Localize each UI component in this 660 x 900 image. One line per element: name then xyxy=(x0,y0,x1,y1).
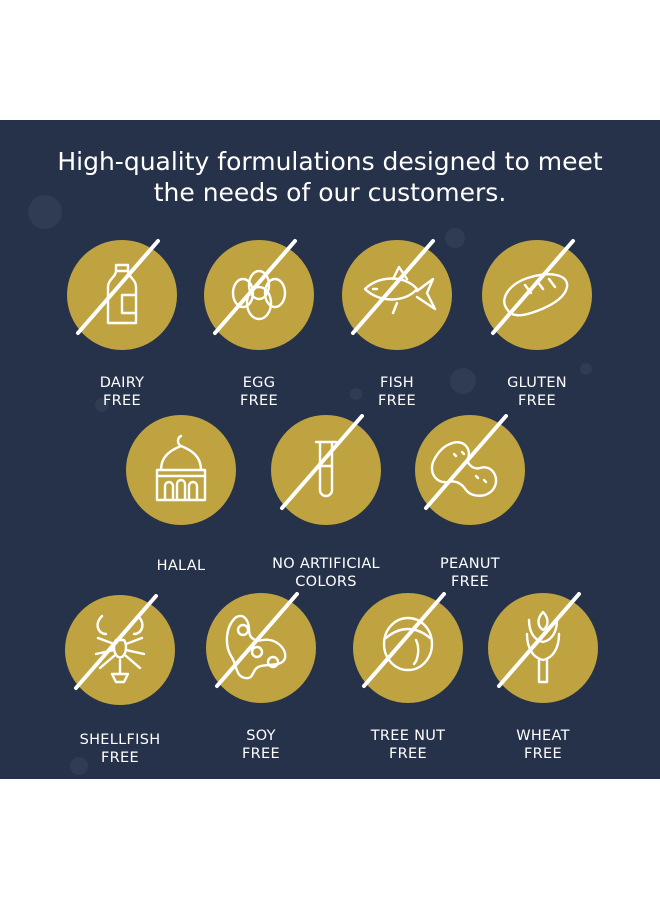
badge-no-artificial xyxy=(270,414,382,526)
badge-label: SOY FREE xyxy=(181,727,341,763)
slash-icon xyxy=(76,239,160,335)
badge-circle xyxy=(415,415,525,525)
badge-label-line-1: PEANUT xyxy=(440,556,500,572)
badge-dairy xyxy=(66,239,178,351)
badge-label-line-1: EGG xyxy=(242,375,276,391)
badge-circle xyxy=(482,240,592,350)
bread-icon xyxy=(482,239,592,350)
badge-label: EGG FREE xyxy=(179,374,339,410)
badge-egg xyxy=(203,239,315,351)
test-tube-icon xyxy=(271,414,381,525)
badge-label-line-1: SHELLFISH xyxy=(79,732,161,748)
badge-soy xyxy=(205,592,317,704)
slash-icon xyxy=(424,414,508,510)
peanut-icon xyxy=(415,414,525,525)
lobster-icon xyxy=(65,594,175,705)
badge-label-line-1: DAIRY xyxy=(99,375,145,391)
badge-label: NO ARTIFICIAL COLORS xyxy=(246,555,406,591)
badge-label: FISH FREE xyxy=(317,374,477,410)
headline: High-quality formulations designed to me… xyxy=(0,146,660,208)
badge-label-line-1: FISH xyxy=(380,375,414,391)
badge-label-line-2: FREE xyxy=(389,746,427,762)
badge-label-line-2: FREE xyxy=(378,393,416,409)
mosque-icon xyxy=(126,415,236,525)
badge-label: DAIRY FREE xyxy=(42,374,202,410)
badge-label: PEANUT FREE xyxy=(390,555,550,591)
badge-label-line-1: GLUTEN xyxy=(507,375,567,391)
badge-label-line-2: FREE xyxy=(101,750,139,766)
badge-label-line-2: FREE xyxy=(103,393,141,409)
badge-label: TREE NUT FREE xyxy=(328,727,488,763)
badge-circle xyxy=(65,595,175,705)
slash-icon xyxy=(280,414,364,510)
badge-peanut xyxy=(414,414,526,526)
badge-label-line-2: FREE xyxy=(240,393,278,409)
badge-label: WHEAT FREE xyxy=(463,727,623,763)
badge-label-line-1: SOY xyxy=(246,728,276,744)
slash-icon xyxy=(497,592,581,688)
badge-label-line-1: WHEAT xyxy=(516,728,570,744)
slash-icon xyxy=(491,239,575,335)
badge-label: GLUTEN FREE xyxy=(457,374,617,410)
slash-icon xyxy=(213,239,297,335)
eggs-icon xyxy=(204,239,314,350)
badge-circle xyxy=(204,240,314,350)
slash-icon xyxy=(215,592,299,688)
hazelnut-icon xyxy=(353,592,463,703)
soybean-icon xyxy=(206,592,316,703)
fish-icon xyxy=(342,239,452,350)
headline-line-2: the needs of our customers. xyxy=(153,178,507,207)
badge-label-line-2: FREE xyxy=(518,393,556,409)
badge-shellfish xyxy=(64,594,176,706)
badge-label-line-1: TREE NUT xyxy=(370,728,446,744)
badge-wheat xyxy=(487,592,599,704)
badge-label-line-2: FREE xyxy=(524,746,562,762)
badge-circle xyxy=(342,240,452,350)
badge-label-line-1: NO ARTIFICIAL xyxy=(272,556,380,572)
badge-label-line-2: COLORS xyxy=(295,574,357,590)
badge-label-line-2: FREE xyxy=(242,746,280,762)
milk-bottle-icon xyxy=(67,239,177,350)
badge-tree-nut xyxy=(352,592,464,704)
badge-label: HALAL xyxy=(101,557,261,575)
badge-gluten xyxy=(481,239,593,351)
badge-label: SHELLFISH FREE xyxy=(40,731,200,767)
slash-icon xyxy=(362,592,446,688)
badge-circle xyxy=(353,593,463,703)
badge-label-line-2: FREE xyxy=(451,574,489,590)
slash-icon xyxy=(74,594,158,690)
wheat-icon xyxy=(488,592,598,703)
badge-circle xyxy=(271,415,381,525)
slash-icon xyxy=(351,239,435,335)
badge-fish xyxy=(341,239,453,351)
badge-label-line-1: HALAL xyxy=(156,558,206,574)
badge-circle xyxy=(488,593,598,703)
badge-halal xyxy=(125,414,237,526)
headline-line-1: High-quality formulations designed to me… xyxy=(57,147,603,176)
